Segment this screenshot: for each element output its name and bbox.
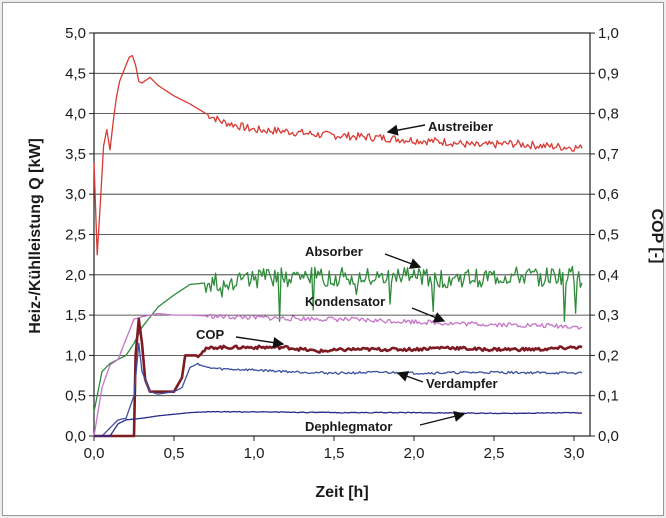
annotation-labels: Austreiber Absorber Kondensator COP Verdampf… xyxy=(196,119,498,434)
x-tick-label: 0,5 xyxy=(164,445,185,462)
series-line-cop xyxy=(94,317,583,438)
annotation-label: Absorber xyxy=(305,244,363,259)
annotation-label: Dephlegmator xyxy=(305,419,392,434)
annotation-arrows xyxy=(235,124,466,426)
y-tick-label-left: 0,5 xyxy=(65,388,86,405)
x-tick-label: 2,5 xyxy=(484,445,505,462)
x-tick-label: 1,5 xyxy=(324,445,345,462)
x-tick-label: 3,0 xyxy=(564,445,585,462)
y-tick-label-right: 0,4 xyxy=(598,267,619,284)
y-tick-label-left: 1,5 xyxy=(65,307,86,324)
series-line-dephlegmator xyxy=(94,410,583,437)
y-tick-label-right: 0,5 xyxy=(598,227,619,244)
y-tick-label-left: 2,5 xyxy=(65,227,86,244)
y-tick-label-right: 0,3 xyxy=(598,307,619,324)
annotation-label: Austreiber xyxy=(428,119,493,134)
annotation-label: Kondensator xyxy=(305,294,385,309)
x-tick-label: 2,0 xyxy=(404,445,425,462)
x-axis-label: Zeit [h] xyxy=(315,484,368,501)
y-axis-label-left: Heiz-/Kühlleistung Q [kW] xyxy=(27,138,44,334)
series-line-verdampfer xyxy=(94,342,583,437)
y-tick-label-left: 5,0 xyxy=(65,25,86,42)
y-tick-label-right: 0,8 xyxy=(598,106,619,123)
series-line-austreiber xyxy=(93,54,583,256)
y-tick-label-right: 0,1 xyxy=(598,388,619,405)
annotation-label: Verdampfer xyxy=(426,376,498,391)
y-tick-label-left: 3,5 xyxy=(65,146,86,163)
y-tick-label-left: 0,0 xyxy=(65,428,86,445)
y-axis-label-right: COP [-] xyxy=(648,209,665,264)
gridlines xyxy=(89,32,595,441)
tick-labels: 0,0 0,5 1,0 1,5 2,0 2,5 3,0 3,5 4,0 4,5 5,0 0,0 0,1 0… xyxy=(65,25,619,462)
y-tick-label-left: 1,0 xyxy=(65,347,86,364)
y-tick-label-right: 0,6 xyxy=(598,186,619,203)
y-tick-label-right: 0,7 xyxy=(598,146,619,163)
y-tick-label-right: 0,2 xyxy=(598,347,619,364)
annotation-arrow xyxy=(419,410,466,426)
y-tick-label-right: 0,0 xyxy=(598,428,619,445)
series-line-kondensator xyxy=(93,312,583,437)
series-lines xyxy=(93,54,583,438)
y-tick-label-right: 0,9 xyxy=(598,65,619,82)
y-tick-label-left: 4,5 xyxy=(65,65,86,82)
x-tick-label: 1,0 xyxy=(244,445,265,462)
series-line-absorber xyxy=(93,265,583,412)
annotation-arrow xyxy=(386,124,426,136)
annotation-arrow xyxy=(411,307,446,323)
annotation-arrow xyxy=(235,336,285,349)
y-tick-label-right: 1,0 xyxy=(598,25,619,42)
y-tick-label-left: 3,0 xyxy=(65,186,86,203)
y-tick-label-left: 2,0 xyxy=(65,267,86,284)
annotation-label: COP xyxy=(196,327,225,342)
x-tick-label: 0,0 xyxy=(84,445,105,462)
y-tick-label-left: 4,0 xyxy=(65,106,86,123)
annotation-arrow xyxy=(384,253,422,269)
annotation-arrow xyxy=(396,371,424,383)
